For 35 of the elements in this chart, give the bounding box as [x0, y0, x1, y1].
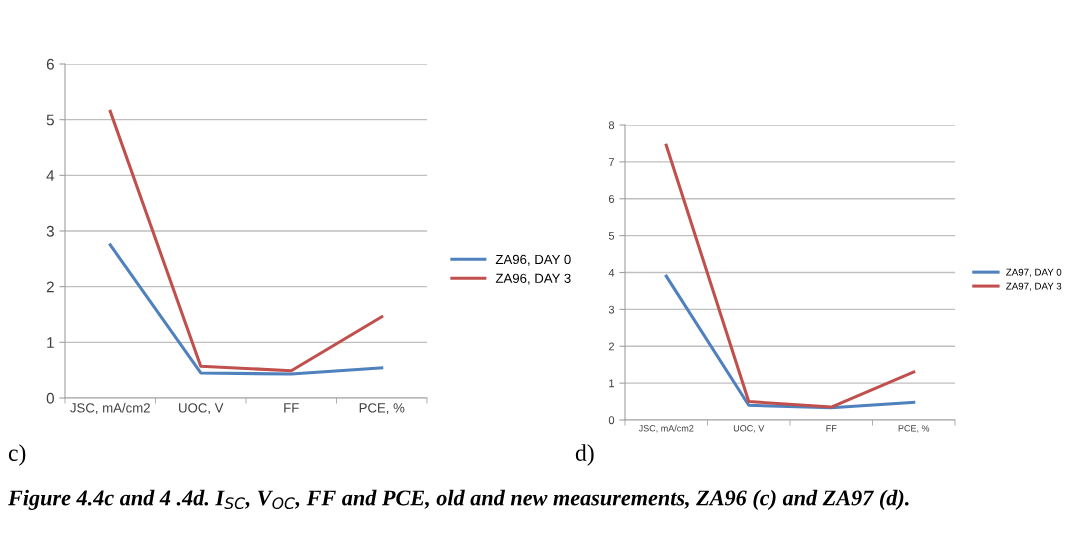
y-tick-label: 1 — [609, 379, 615, 388]
x-tick-label: FF — [284, 403, 299, 413]
legend-label: ZA96, DAY 3 — [495, 273, 571, 285]
y-tick-label: 0 — [608, 416, 615, 425]
y-tick-label: 3 — [46, 225, 54, 237]
line-series — [108, 243, 384, 376]
caption: Figure 4.4c and 4 .4d. I$_{SC}$, V$_{OC}$, FF and PCE, old and new measurements, ZA96 (c) and ZA97 (d). — [7, 489, 909, 510]
legend-label: ZA96, DAY 0 — [495, 254, 571, 266]
x-tick-label: UOC, V — [179, 403, 224, 415]
y-tick-label: 8 — [608, 121, 615, 130]
x-tick-label: UOC, V — [733, 425, 765, 433]
y-tick-label: 7 — [608, 158, 615, 166]
text: d) — [575, 444, 594, 466]
x-tick-label: PCE, % — [898, 425, 930, 433]
y-tick-label: 6 — [608, 195, 615, 203]
y-tick-label: 0 — [46, 392, 54, 404]
y-tick-label: 6 — [46, 58, 54, 70]
y-tick-label: 2 — [608, 342, 615, 351]
y-tick-label: 3 — [608, 305, 615, 314]
y-tick-label: 2 — [46, 281, 54, 293]
y-tick-label: 5 — [46, 114, 54, 126]
x-tick-label: PCE, % — [359, 403, 405, 415]
y-tick-label: 4 — [46, 170, 55, 181]
y-tick-label: 4 — [608, 268, 615, 277]
y-tick-label: 1 — [47, 337, 54, 348]
y-tick-label: 5 — [608, 232, 615, 240]
legend-label: ZA97, DAY 0 — [1006, 268, 1062, 277]
text: c) — [8, 444, 26, 466]
x-tick-label: JSC, mA/cm2 — [70, 402, 150, 415]
x-tick-label: JSC, mA/cm2 — [638, 424, 694, 433]
x-tick-label: FF — [826, 425, 837, 432]
line-series — [664, 143, 916, 409]
line-series — [108, 109, 384, 373]
line-series — [664, 274, 916, 410]
legend-label: ZA97, DAY 3 — [1006, 282, 1062, 291]
